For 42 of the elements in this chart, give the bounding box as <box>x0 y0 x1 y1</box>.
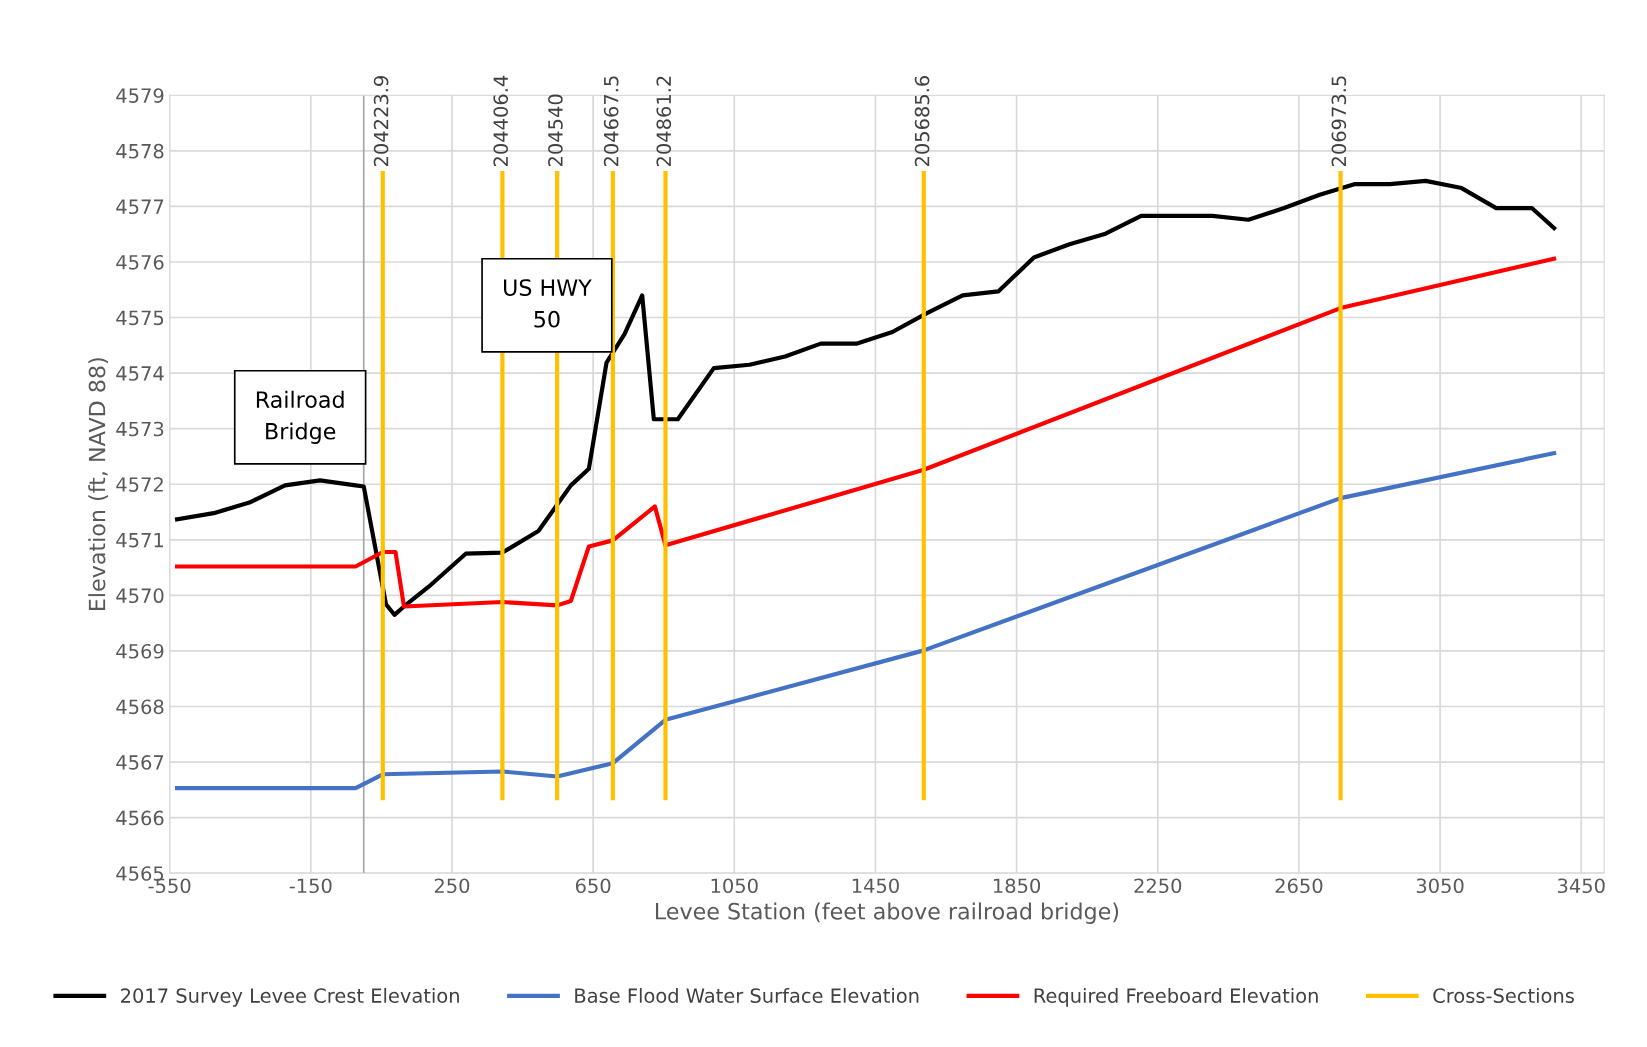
annotation: 206973.5 <box>1331 76 1347 167</box>
x-axis-title: Levee Station (feet above railroad bridge) <box>655 902 1119 924</box>
y-tick-label: 4570 <box>116 588 164 604</box>
legend-label: 2017 Survey Levee Crest Elevation <box>121 987 459 1007</box>
x-tick-label: 1450 <box>852 878 899 894</box>
y-tick-label: 4567 <box>116 755 164 770</box>
y-tick-label: 4571 <box>116 533 163 548</box>
x-tick-label: 3450 <box>1557 878 1605 894</box>
y-tick-label: 4568 <box>116 699 164 715</box>
line-series <box>174 451 1557 791</box>
annotation: 204861.2 <box>656 76 672 167</box>
annotation: 205685.6 <box>914 75 930 167</box>
legend-label: Cross-Sections <box>1433 987 1574 1003</box>
annotation: 204667.5 <box>603 76 619 167</box>
y-tick-label: 4575 <box>116 310 164 326</box>
x-tick-label: 2250 <box>1134 878 1182 894</box>
annotation: Railroad Bridge <box>256 390 344 444</box>
x-tick-label: 650 <box>575 878 611 894</box>
x-tick-label: 2650 <box>1275 878 1323 894</box>
y-tick-label: 4566 <box>116 810 164 826</box>
y-tick-label: 4569 <box>116 643 164 659</box>
annotation: US HWY 50 <box>504 279 592 328</box>
legend-label: Required Freeboard Elevation <box>1034 987 1318 1007</box>
y-tick-label: 4579 <box>116 88 164 103</box>
x-tick-label: 1850 <box>993 878 1041 894</box>
x-tick-label: 3050 <box>1416 878 1464 894</box>
annotation: 204223.9 <box>373 76 389 167</box>
y-tick-label: 4576 <box>116 254 164 270</box>
y-tick-label: 4578 <box>116 143 164 159</box>
x-tick-label: -150 <box>289 878 332 894</box>
annotation: 204406.4 <box>493 75 509 167</box>
annotation: 204540 <box>548 94 563 167</box>
y-tick-label: 4574 <box>116 366 164 381</box>
x-tick-label: 1050 <box>711 878 758 894</box>
y-tick-label: 4573 <box>116 421 164 437</box>
y-tick-label: 4577 <box>116 199 164 215</box>
y-axis-title: Elevation (ft, NAVD 88) <box>88 358 109 611</box>
y-tick-label: 4572 <box>116 477 163 492</box>
x-tick-label: 250 <box>434 878 470 894</box>
line-series <box>174 256 1557 609</box>
line-series <box>174 178 1557 617</box>
legend-label: Base Flood Water Surface Elevation <box>575 987 919 1003</box>
